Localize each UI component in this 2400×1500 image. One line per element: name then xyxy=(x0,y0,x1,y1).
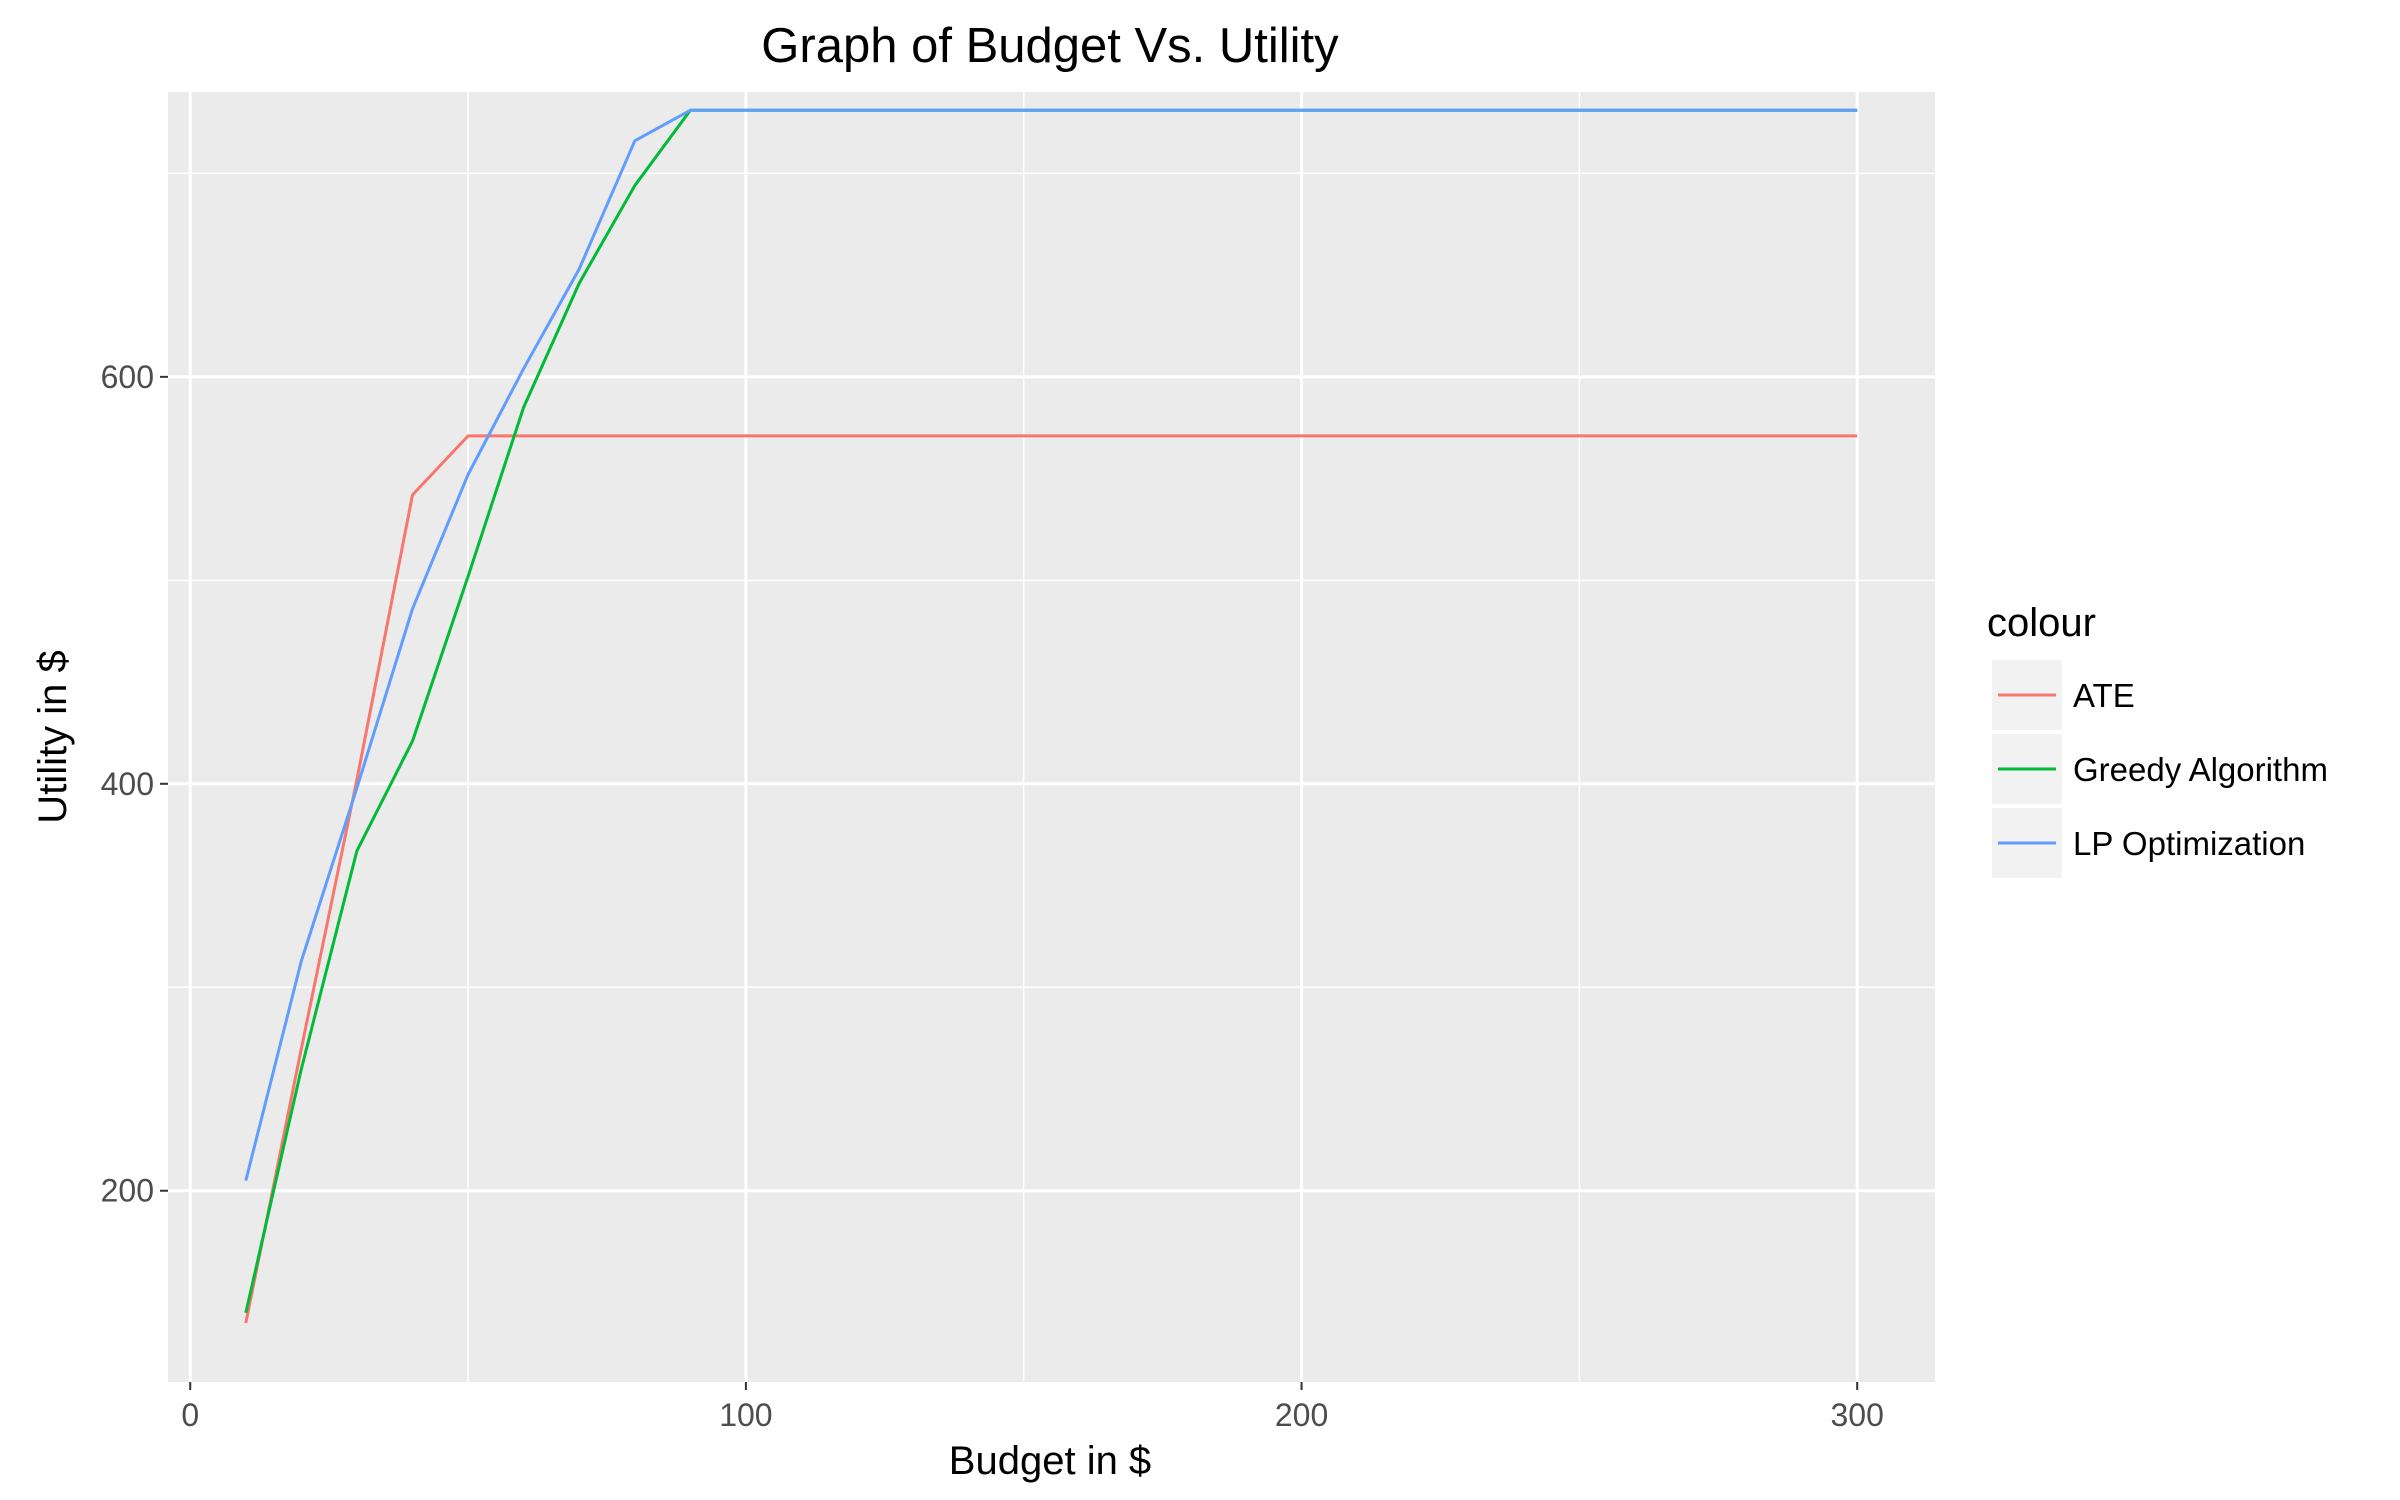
series-lines xyxy=(244,108,1858,1324)
series-line-lp-optimization xyxy=(244,108,1858,1181)
major-gridlines xyxy=(168,92,1935,1382)
legend-items: ATE Greedy Algorithm LP Optimization xyxy=(1992,660,2328,878)
x-tick-label: 200 xyxy=(1275,1397,1328,1433)
legend: colour ATE Greedy Algorithm LP Optimizatio… xyxy=(1987,601,2328,878)
x-tick-label: 0 xyxy=(181,1397,199,1433)
y-tick-label: 400 xyxy=(101,766,154,802)
y-tick-label: 200 xyxy=(101,1173,154,1209)
plot-panel xyxy=(168,92,1935,1382)
series-line-ate xyxy=(244,434,1858,1324)
y-axis: 200 400 600 xyxy=(101,359,168,1209)
legend-label-ate: ATE xyxy=(2073,677,2135,714)
chart-title: Graph of Budget Vs. Utility xyxy=(761,19,1339,73)
x-axis: 0 100 200 300 xyxy=(181,1382,1884,1433)
minor-gridlines xyxy=(168,92,1935,1382)
x-tick-label: 300 xyxy=(1831,1397,1884,1433)
legend-label-greedy-algorithm: Greedy Algorithm xyxy=(2073,751,2328,788)
legend-label-lp-optimization: LP Optimization xyxy=(2073,825,2305,862)
x-tick-label: 100 xyxy=(719,1397,772,1433)
y-axis-title: Utility in $ xyxy=(31,650,75,823)
x-axis-title: Budget in $ xyxy=(949,1439,1151,1483)
y-tick-label: 600 xyxy=(101,359,154,395)
legend-title: colour xyxy=(1987,601,2096,645)
